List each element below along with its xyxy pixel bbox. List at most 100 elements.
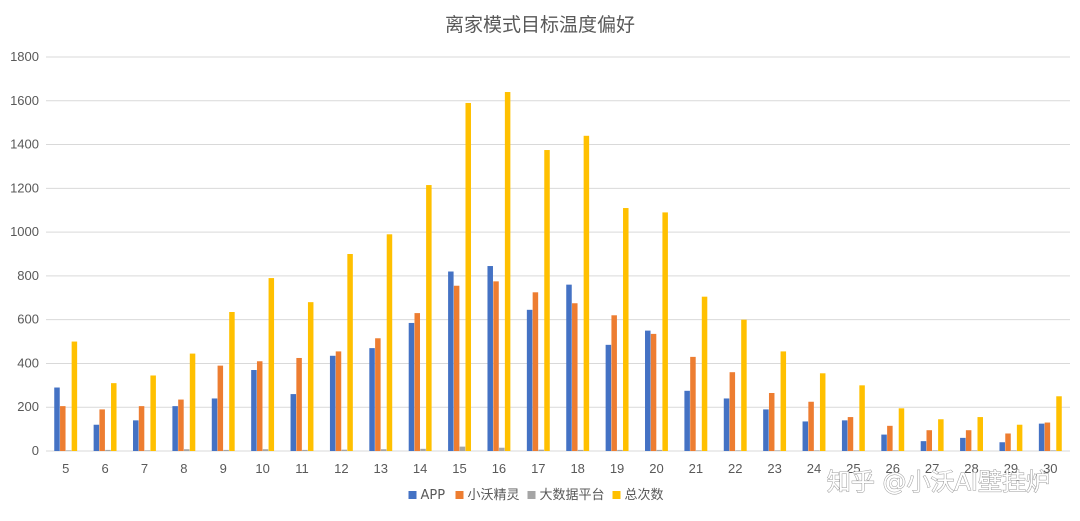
x-tick-label: 16 (492, 461, 506, 476)
bar-总次数-15 (465, 102, 471, 451)
bar-大数据平台-19 (617, 449, 623, 451)
legend-swatch (527, 491, 536, 499)
bar-APP-16 (487, 266, 493, 451)
bar-小沃精灵-14 (414, 313, 421, 451)
x-tick-label: 12 (334, 461, 348, 476)
bar-总次数-23 (780, 351, 787, 451)
y-tick-label: 600 (17, 312, 39, 327)
bar-小沃精灵-21 (690, 356, 696, 451)
y-tick-label: 800 (17, 268, 39, 283)
bar-APP-18 (566, 284, 572, 451)
legend-swatch (612, 491, 621, 499)
x-tick-label: 28 (964, 461, 978, 476)
bar-总次数-7 (150, 375, 156, 451)
bar-大数据平台-9 (223, 449, 229, 451)
bar-大数据平台-7 (144, 450, 151, 451)
bar-总次数-26 (898, 408, 905, 451)
bar-小沃精灵-9 (217, 365, 224, 451)
bar-总次数-21 (701, 296, 708, 451)
legend-label: 总次数 (625, 487, 664, 503)
x-tick-label: 29 (1004, 461, 1018, 476)
bar-APP-17 (526, 309, 533, 451)
bar-大数据平台-16 (499, 447, 505, 451)
bar-大数据平台-6 (105, 449, 111, 451)
bar-总次数-6 (111, 383, 117, 451)
y-tick-label: 1600 (10, 93, 39, 108)
x-tick-label: 15 (452, 461, 466, 476)
bar-大数据平台-22 (735, 450, 741, 451)
bar-大数据平台-20 (656, 449, 663, 451)
y-tick-label: 1400 (10, 137, 39, 152)
x-tick-label: 13 (374, 461, 388, 476)
x-tick-label: 26 (886, 461, 900, 476)
bar-总次数-20 (662, 212, 668, 451)
legend-swatch (408, 491, 417, 499)
bar-小沃精灵-24 (808, 401, 814, 451)
bar-小沃精灵-13 (375, 338, 381, 451)
y-tick-label: 1000 (10, 224, 39, 239)
legend-item-小沃精灵: 小沃精灵 (455, 488, 520, 503)
bar-APP-25 (841, 420, 848, 451)
bar-大数据平台-21 (695, 450, 702, 451)
bar-APP-24 (802, 421, 809, 451)
watermark-text: 知乎 @小沃AI壁挂炉 (827, 468, 1050, 496)
bar-小沃精灵-29 (1005, 433, 1011, 451)
bar-大数据平台-11 (302, 449, 308, 451)
x-tick-label: 30 (1043, 461, 1057, 476)
bar-小沃精灵-6 (99, 409, 105, 451)
x-tick-label: 17 (531, 461, 545, 476)
bar-APP-8 (172, 406, 178, 451)
bar-大数据平台-25 (853, 450, 860, 451)
bar-小沃精灵-27 (926, 430, 933, 451)
bar-大数据平台-28 (971, 450, 978, 451)
bar-总次数-28 (977, 417, 983, 451)
bar-大数据平台-10 (262, 449, 269, 451)
legend-item-APP: APP (408, 488, 445, 503)
x-tick-label: 11 (295, 461, 309, 476)
bar-总次数-16 (504, 92, 511, 452)
bar-APP-13 (369, 348, 375, 451)
bar-总次数-9 (229, 312, 235, 451)
bar-APP-19 (605, 344, 612, 451)
x-tick-label: 7 (141, 461, 148, 476)
bar-小沃精灵-22 (729, 372, 736, 451)
bar-APP-28 (960, 437, 966, 451)
bar-小沃精灵-23 (768, 392, 775, 451)
x-tick-label: 14 (413, 461, 427, 476)
legend-item-大数据平台: 大数据平台 (527, 488, 605, 503)
x-tick-label: 19 (610, 461, 624, 476)
y-tick-label: 400 (17, 355, 39, 370)
bar-总次数-22 (741, 319, 747, 451)
x-tick-label: 27 (925, 461, 939, 476)
bar-总次数-14 (426, 185, 432, 452)
x-tick-label: 10 (255, 461, 269, 476)
legend-label: 大数据平台 (540, 488, 605, 503)
x-tick-label: 6 (101, 461, 108, 476)
bar-小沃精灵-17 (532, 292, 539, 451)
bar-小沃精灵-16 (493, 281, 499, 451)
bar-小沃精灵-19 (611, 315, 617, 451)
y-tick-label: 200 (17, 399, 39, 414)
bar-APP-6 (93, 424, 100, 451)
bar-小沃精灵-10 (256, 361, 263, 451)
bar-小沃精灵-30 (1044, 422, 1051, 451)
bar-大数据平台-30 (1050, 450, 1056, 451)
bar-APP-5 (54, 387, 60, 451)
bar-小沃精灵-15 (453, 285, 460, 451)
x-tick-label: 22 (728, 461, 742, 476)
bar-APP-29 (999, 442, 1005, 451)
bar-小沃精灵-7 (138, 406, 145, 451)
bar-大数据平台-12 (341, 449, 348, 451)
bar-APP-23 (763, 409, 769, 451)
bar-APP-10 (251, 370, 257, 451)
x-tick-label: 24 (807, 461, 821, 476)
bar-小沃精灵-12 (335, 351, 342, 451)
bar-总次数-19 (623, 208, 629, 451)
bar-总次数-17 (544, 150, 550, 451)
x-tick-label: 21 (689, 461, 703, 476)
bar-APP-7 (133, 420, 139, 451)
x-tick-label: 18 (570, 461, 584, 476)
bar-小沃精灵-5 (60, 406, 66, 451)
